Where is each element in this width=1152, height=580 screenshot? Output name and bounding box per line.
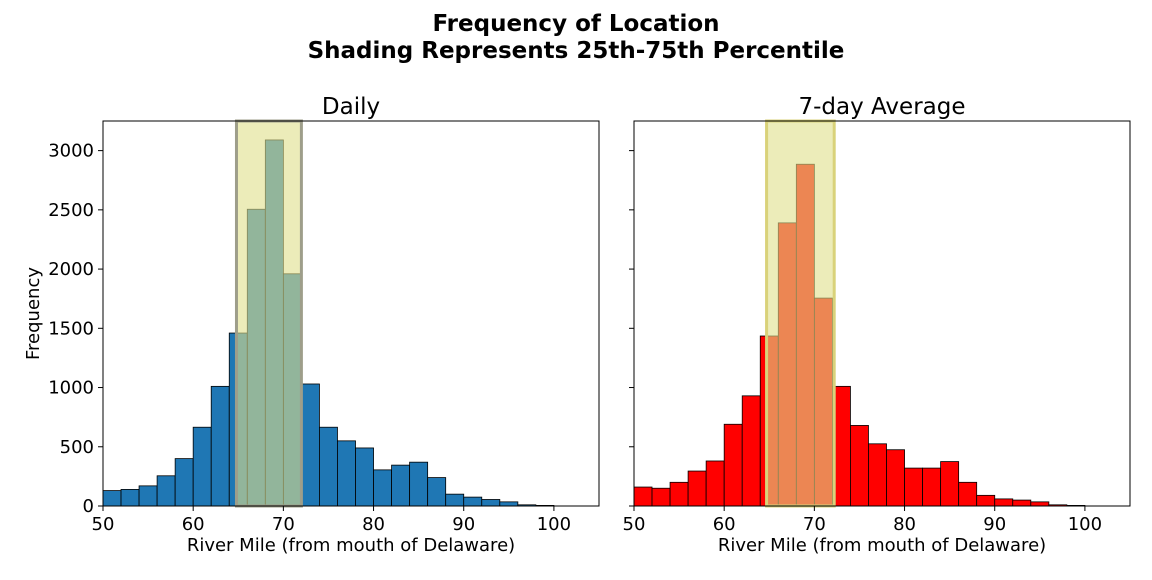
x-tick-label: 50: [623, 514, 646, 535]
y-tick-label: 500: [60, 437, 94, 458]
histogram-bar: [409, 461, 429, 507]
histogram-bar: [633, 486, 653, 507]
x-tick-label: 70: [803, 514, 826, 535]
histogram-bar: [445, 493, 465, 507]
x-tick-label: 80: [362, 514, 385, 535]
x-tick-label: 70: [272, 514, 295, 535]
axes-title: 7-day Average: [799, 94, 966, 120]
y-tick-label: 2000: [48, 259, 94, 280]
histogram-bar: [174, 458, 194, 507]
y-tick-label: 1500: [48, 318, 94, 339]
histogram-bar: [156, 475, 176, 507]
histogram-bar: [210, 385, 230, 507]
histogram-bar: [868, 443, 887, 507]
charts-group: 50 60 70 80 90 100050010001500200025003000Dai…: [23, 94, 1131, 556]
histogram-bar: [499, 501, 519, 507]
y-tick-label: 3000: [48, 141, 94, 162]
histogram-bar: [373, 469, 392, 507]
x-axis-label: River Mile (from mouth of Delaware): [718, 535, 1046, 556]
figure-title: Frequency of Location: [432, 11, 719, 37]
histogram-bar: [355, 447, 374, 507]
histogram-bar: [427, 477, 447, 507]
histogram-bar: [463, 496, 483, 507]
histogram-bar: [102, 490, 122, 507]
chart-panel: 50 60 70 80 90 100 7-day Average River Mile (fr…: [623, 94, 1131, 556]
x-tick-label: 60: [182, 514, 205, 535]
histogram-bar: [976, 494, 996, 507]
histogram-bar: [904, 467, 923, 507]
axes-title: Daily: [322, 94, 380, 120]
histogram-bar: [1012, 499, 1032, 507]
histogram-bar: [391, 464, 411, 507]
histogram-bar: [723, 423, 743, 507]
histogram-bar: [994, 498, 1014, 507]
x-tick-label: 90: [452, 514, 475, 535]
x-axis-label: River Mile (from mouth of Delaware): [187, 535, 515, 556]
x-tick-label: 60: [713, 514, 736, 535]
x-tick-label: 90: [983, 514, 1006, 535]
y-tick-label: 0: [83, 496, 94, 517]
histogram-bar: [850, 425, 869, 507]
x-tick-label: 80: [893, 514, 916, 535]
histogram-bar: [319, 426, 338, 507]
axes-frame: [633, 120, 1131, 507]
percentile-band: [765, 119, 836, 508]
histogram-bar: [192, 426, 212, 507]
x-tick-label: 100: [537, 514, 571, 535]
axes-frame: [102, 120, 600, 507]
histogram-bar: [651, 487, 671, 507]
histogram-bar: [337, 440, 356, 507]
y-tick-label: 2500: [48, 200, 94, 221]
histogram-bar: [940, 461, 960, 507]
histogram-bar: [481, 499, 501, 507]
histogram-bar: [741, 395, 761, 507]
histogram-bar: [705, 460, 725, 507]
y-tick-label: 1000: [48, 378, 94, 399]
histogram-bar: [120, 489, 140, 507]
histogram-bar: [1030, 501, 1050, 507]
y-axis-label: Frequency: [23, 267, 44, 360]
histogram-bar: [922, 467, 942, 507]
histogram-bar: [138, 485, 158, 507]
percentile-band: [234, 119, 303, 508]
histogram-bar: [687, 470, 707, 507]
x-tick-label: 100: [1068, 514, 1102, 535]
histogram-bar: [300, 383, 320, 507]
figure-subtitle: Shading Represents 25th-75th Percentile: [308, 38, 845, 64]
x-tick-label: 50: [92, 514, 115, 535]
histogram-bar: [958, 481, 978, 507]
histogram-bar: [669, 481, 689, 507]
chart-panel: 50 60 70 80 90 100050010001500200025003000Dai…: [23, 94, 600, 556]
histogram-bar: [886, 449, 905, 507]
